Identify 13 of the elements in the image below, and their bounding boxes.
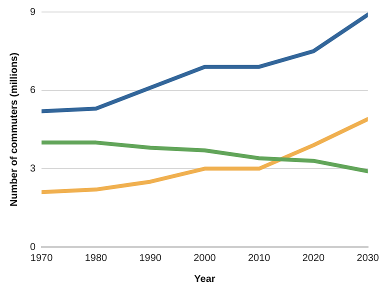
x-tick-label: 2030 xyxy=(356,252,380,264)
x-tick-label: 2000 xyxy=(194,252,216,264)
x-tick-label: 1970 xyxy=(30,252,54,264)
y-tick-label: 9 xyxy=(30,6,36,18)
x-axis-title: Year xyxy=(194,274,216,285)
x-tick-label: 1980 xyxy=(84,252,108,264)
y-tick-label: 3 xyxy=(30,163,36,174)
y-tick-label: 0 xyxy=(30,242,36,253)
y-tick-label: 6 xyxy=(30,85,36,96)
x-tick-label: 2010 xyxy=(248,252,271,264)
x-tick-label: 1990 xyxy=(139,252,162,264)
y-axis-title: Number of commuters (millions) xyxy=(8,52,20,206)
x-tick-label: 2020 xyxy=(302,252,326,264)
